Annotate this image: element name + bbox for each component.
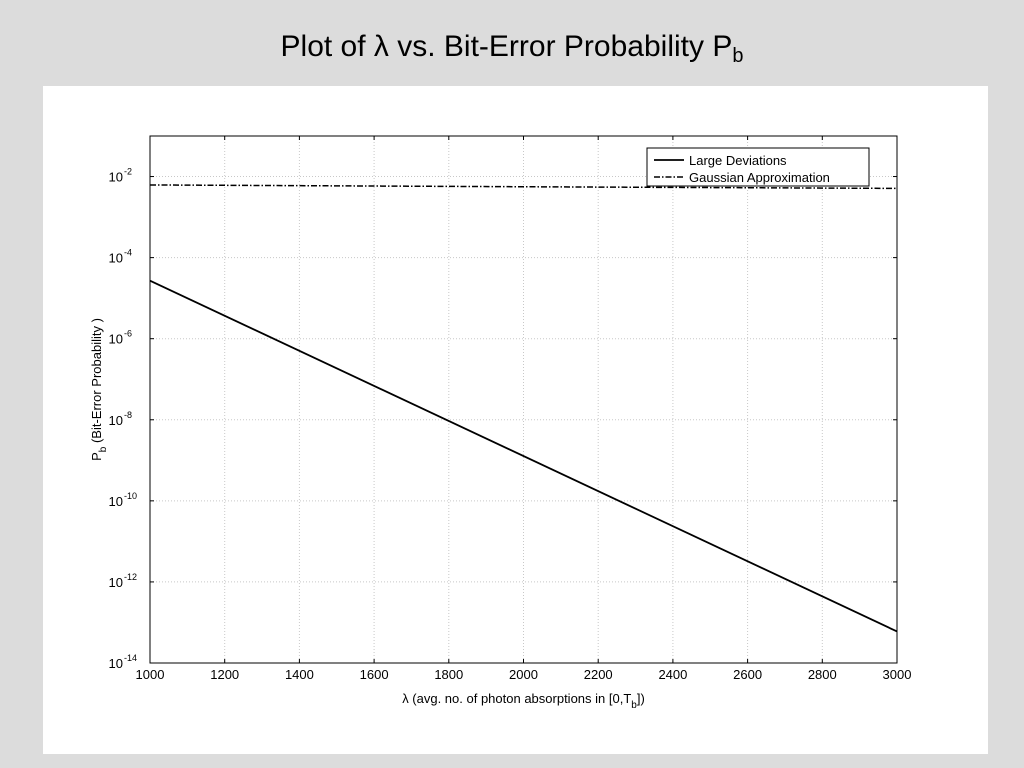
x-tick-label: 2800 — [808, 667, 837, 682]
y-axis-label: Pb (Bit-Error Probability ) — [89, 318, 109, 461]
y-tick-exponent: -12 — [124, 572, 137, 582]
x-axis-label: λ (avg. no. of photon absorptions in [0,… — [402, 691, 645, 711]
y-tick-exponent: -10 — [124, 491, 137, 501]
legend-label: Gaussian Approximation — [689, 170, 830, 185]
slide-title-subscript: b — [732, 45, 744, 67]
chart-svg: 1000 1200 1400 1600 1800 2000 2200 2400 2600 2800… — [89, 135, 912, 711]
series-line-large-deviations — [149, 279, 898, 633]
y-tick-exponent: -4 — [124, 248, 132, 258]
x-tick-label: 1400 — [285, 667, 314, 682]
x-tick-label: 2000 — [509, 667, 538, 682]
x-tick-label: 2600 — [733, 667, 762, 682]
x-tick-label: 1800 — [434, 667, 463, 682]
y-tick-label: 10 — [109, 413, 123, 428]
y-tick-label: 10 — [109, 575, 123, 590]
legend-label: Large Deviations — [689, 153, 787, 168]
y-tick-label: 10 — [109, 494, 123, 509]
y-tick-exponent: -2 — [124, 167, 132, 177]
y-tick-label: 10 — [109, 656, 123, 671]
x-tick-label: 1000 — [136, 667, 165, 682]
y-tick-exponent: -8 — [124, 410, 132, 420]
chart-panel: 1000 1200 1400 1600 1800 2000 2200 2400 2600 2800… — [43, 86, 988, 754]
y-tick-label: 10 — [109, 170, 123, 185]
slide-title-main: Plot of λ vs. Bit-Error Probability P — [280, 30, 733, 63]
y-tick-label: 10 — [109, 332, 123, 347]
y-tick-exponent: -6 — [124, 329, 132, 339]
legend-box — [646, 147, 870, 187]
x-tick-label: 1200 — [210, 667, 239, 682]
y-tick-exponent: -14 — [124, 653, 137, 663]
x-tick-label: 1600 — [360, 667, 389, 682]
y-tick-label: 10 — [109, 251, 123, 266]
slide-title: Plot of λ vs. Bit-Error Probability Pb — [0, 30, 1024, 68]
x-tick-label: 3000 — [883, 667, 912, 682]
x-tick-label: 2400 — [658, 667, 687, 682]
series-line-gaussian-approximation — [149, 184, 898, 190]
x-tick-label: 2200 — [584, 667, 613, 682]
